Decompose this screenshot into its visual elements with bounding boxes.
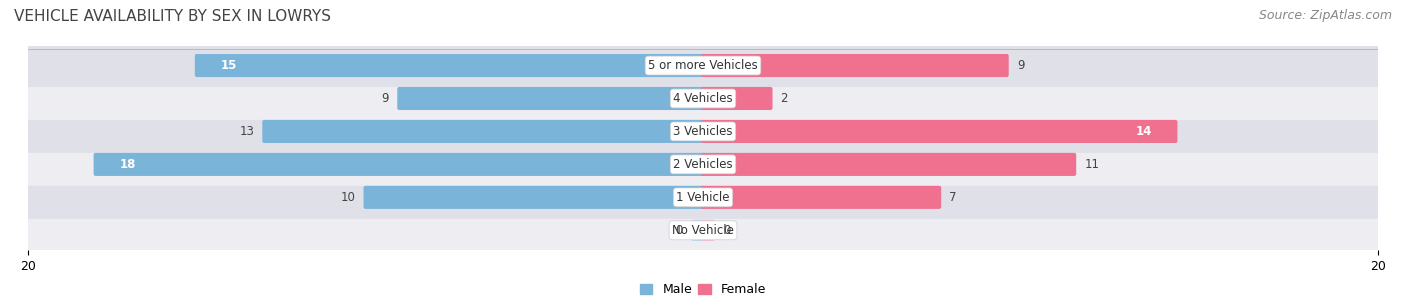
FancyBboxPatch shape — [17, 44, 1389, 87]
FancyBboxPatch shape — [94, 153, 704, 176]
Text: 13: 13 — [239, 125, 254, 138]
Legend: Male, Female: Male, Female — [636, 278, 770, 301]
Text: 0: 0 — [723, 224, 731, 237]
FancyBboxPatch shape — [702, 220, 714, 241]
FancyBboxPatch shape — [17, 176, 1389, 219]
Text: Source: ZipAtlas.com: Source: ZipAtlas.com — [1258, 9, 1392, 22]
FancyBboxPatch shape — [17, 110, 1389, 153]
Text: 2 Vehicles: 2 Vehicles — [673, 158, 733, 171]
FancyBboxPatch shape — [398, 87, 704, 110]
Text: 9: 9 — [1017, 59, 1025, 72]
Text: 11: 11 — [1084, 158, 1099, 171]
Text: 7: 7 — [949, 191, 957, 204]
FancyBboxPatch shape — [692, 220, 704, 241]
Text: 4 Vehicles: 4 Vehicles — [673, 92, 733, 105]
FancyBboxPatch shape — [17, 77, 1389, 120]
Text: 3 Vehicles: 3 Vehicles — [673, 125, 733, 138]
FancyBboxPatch shape — [195, 54, 704, 77]
Text: 15: 15 — [221, 59, 236, 72]
Text: 1 Vehicle: 1 Vehicle — [676, 191, 730, 204]
Text: 10: 10 — [340, 191, 356, 204]
FancyBboxPatch shape — [702, 186, 941, 209]
FancyBboxPatch shape — [702, 120, 1177, 143]
FancyBboxPatch shape — [702, 87, 772, 110]
Text: 9: 9 — [381, 92, 389, 105]
FancyBboxPatch shape — [17, 143, 1389, 186]
Text: 5 or more Vehicles: 5 or more Vehicles — [648, 59, 758, 72]
FancyBboxPatch shape — [263, 120, 704, 143]
Text: No Vehicle: No Vehicle — [672, 224, 734, 237]
Text: 18: 18 — [120, 158, 135, 171]
FancyBboxPatch shape — [364, 186, 704, 209]
Text: VEHICLE AVAILABILITY BY SEX IN LOWRYS: VEHICLE AVAILABILITY BY SEX IN LOWRYS — [14, 9, 330, 24]
FancyBboxPatch shape — [17, 209, 1389, 252]
Text: 2: 2 — [780, 92, 789, 105]
Text: 14: 14 — [1136, 125, 1152, 138]
FancyBboxPatch shape — [702, 153, 1076, 176]
Text: 0: 0 — [675, 224, 683, 237]
FancyBboxPatch shape — [702, 54, 1008, 77]
